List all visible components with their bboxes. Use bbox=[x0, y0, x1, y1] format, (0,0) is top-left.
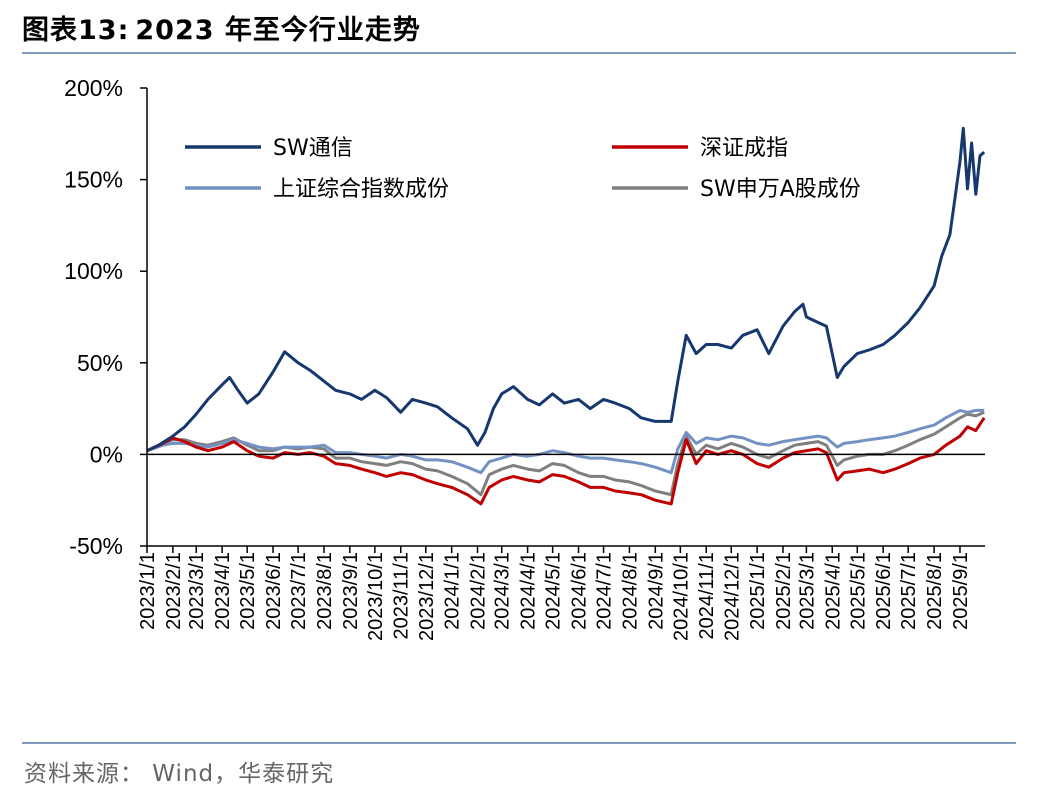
x-tick-label: 2023/3/1 bbox=[186, 552, 208, 630]
y-tick-label: 50% bbox=[77, 350, 123, 376]
y-tick-label: 150% bbox=[64, 167, 123, 193]
x-tick-label: 2024/6/1 bbox=[569, 552, 591, 630]
legend-label: 上证综合指数成份 bbox=[273, 177, 449, 202]
x-tick-label: 2025/6/1 bbox=[873, 552, 895, 630]
x-tick-label: 2025/9/1 bbox=[950, 552, 972, 630]
x-tick-label: 2025/1/1 bbox=[747, 552, 769, 630]
x-tick-label: 2024/1/1 bbox=[442, 552, 464, 630]
y-tick-label: -50% bbox=[69, 533, 123, 559]
x-tick-label: 2023/11/1 bbox=[391, 552, 413, 640]
x-tick-label: 2023/12/1 bbox=[416, 552, 438, 641]
x-tick-label: 2023/4/1 bbox=[212, 552, 234, 630]
legend-label: SW申万A股成份 bbox=[700, 177, 861, 202]
x-tick-label: 2023/9/1 bbox=[340, 552, 362, 630]
x-tick-label: 2023/10/1 bbox=[365, 552, 387, 641]
x-tick-label: 2023/1/1 bbox=[137, 552, 159, 630]
x-tick-label: 2024/3/1 bbox=[492, 552, 514, 630]
x-tick-label: 2025/5/1 bbox=[847, 552, 869, 630]
x-tick-label: 2024/10/1 bbox=[670, 552, 692, 641]
x-tick-label: 2025/8/1 bbox=[924, 552, 946, 630]
series-line-3 bbox=[146, 408, 985, 475]
x-tick-label: 2023/7/1 bbox=[288, 552, 310, 630]
figure-heading: 2023 年至今行业走势 bbox=[135, 15, 421, 46]
x-tick-label: 2023/6/1 bbox=[263, 552, 285, 630]
figure-label: 图表13: bbox=[22, 15, 130, 46]
x-tick-label: 2024/9/1 bbox=[645, 552, 667, 630]
x-tick-label: 2023/2/1 bbox=[163, 552, 185, 630]
x-tick-label: 2024/7/1 bbox=[594, 552, 616, 630]
top-divider bbox=[22, 52, 1016, 54]
x-tick-label: 2025/4/1 bbox=[822, 552, 844, 630]
x-tick-label: 2024/12/1 bbox=[721, 552, 743, 641]
x-tick-label: 2025/7/1 bbox=[898, 552, 920, 630]
legend-label: SW通信 bbox=[273, 136, 353, 161]
source-note: 资料来源： Wind，华泰研究 bbox=[24, 761, 335, 787]
bottom-divider bbox=[22, 742, 1016, 744]
x-tick-label: 2023/8/1 bbox=[314, 552, 336, 630]
x-tick-label: 2024/5/1 bbox=[543, 552, 565, 630]
x-tick-label: 2025/2/1 bbox=[773, 552, 795, 630]
x-tick-label: 2024/8/1 bbox=[619, 552, 641, 630]
x-tick-label: 2024/11/1 bbox=[696, 552, 718, 640]
x-tick-label: 2025/3/1 bbox=[796, 552, 818, 630]
x-tick-label: 2024/2/1 bbox=[468, 552, 490, 630]
figure-title: 图表13: 2023 年至今行业走势 bbox=[22, 8, 421, 47]
x-tick-label: 2023/5/1 bbox=[237, 552, 259, 630]
legend-label: 深证成指 bbox=[700, 136, 788, 161]
series-line-2 bbox=[146, 416, 986, 506]
series-line-1 bbox=[146, 126, 986, 453]
axis-layer: -50%0%50%100%150%200%2023/1/1 2023/2/1 202… bbox=[64, 75, 985, 641]
y-tick-label: 100% bbox=[64, 258, 123, 284]
y-tick-label: 0% bbox=[90, 441, 123, 467]
x-tick-label: 2024/4/1 bbox=[518, 552, 540, 630]
series-layer bbox=[146, 126, 986, 506]
y-tick-label: 200% bbox=[64, 75, 123, 101]
